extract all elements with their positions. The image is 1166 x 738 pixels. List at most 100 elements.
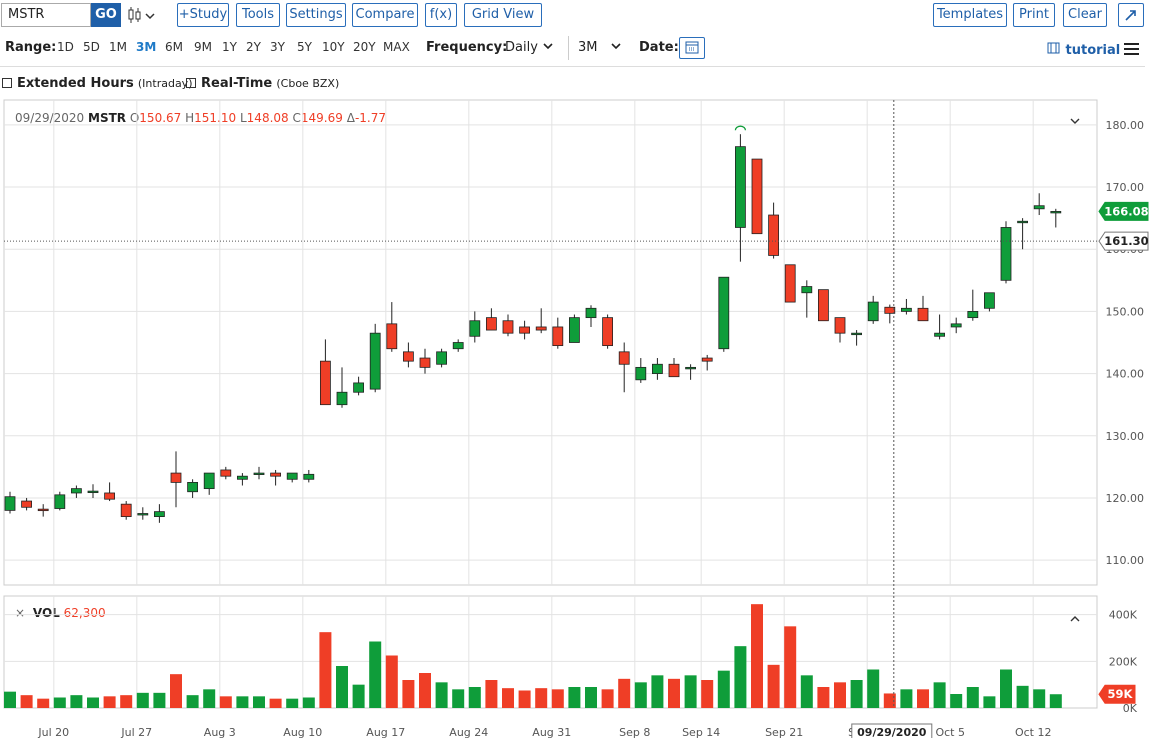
ohlc-legend: 09/29/2020 MSTR O150.67 H151.10 L148.08 … xyxy=(15,111,386,125)
candle-body xyxy=(236,475,248,480)
volume-bar xyxy=(717,670,730,708)
volume-bar xyxy=(651,675,664,708)
candle xyxy=(1000,221,1012,284)
collapse-price-pane-icon[interactable] xyxy=(1068,112,1082,131)
candle xyxy=(768,202,779,259)
candle-body xyxy=(369,332,381,390)
range-3y[interactable]: 3Y xyxy=(270,40,285,54)
candle-body xyxy=(585,307,597,319)
templates-button[interactable]: Templates xyxy=(933,3,1007,27)
range-5y[interactable]: 5Y xyxy=(297,40,312,54)
collapse-volume-pane-icon[interactable] xyxy=(1068,609,1082,628)
range-1y[interactable]: 1Y xyxy=(222,40,237,54)
candle-body xyxy=(187,482,199,493)
candle-body xyxy=(1000,227,1012,281)
candle-body xyxy=(170,472,182,483)
extended-hours-toggle[interactable]: Extended Hours (Intraday) xyxy=(2,76,192,91)
candle xyxy=(502,314,514,337)
candlestick-icon[interactable] xyxy=(127,6,159,24)
range-10y[interactable]: 10Y xyxy=(322,40,345,54)
crosshair-date-text: 09/29/2020 xyxy=(857,726,927,738)
volume-bar xyxy=(336,666,348,708)
high-marker xyxy=(734,125,747,131)
last-volume-badge-text: 59K xyxy=(1108,687,1134,701)
volume-bar xyxy=(917,689,929,708)
volume-bar xyxy=(867,669,880,708)
candle-body xyxy=(1017,220,1028,224)
close-icon[interactable]: × xyxy=(15,606,26,620)
volume-bar xyxy=(369,641,382,708)
go-button[interactable]: GO xyxy=(91,3,121,27)
range-6m[interactable]: 6M xyxy=(165,40,183,54)
volume-bar xyxy=(966,687,979,708)
candle xyxy=(170,451,182,508)
candle-body xyxy=(618,351,630,365)
candle xyxy=(203,472,215,495)
legend-high: 151.10 xyxy=(194,111,237,125)
clear-button[interactable]: Clear xyxy=(1063,3,1107,27)
tutorial-link[interactable]: tutorial xyxy=(1047,42,1120,58)
symbol-input[interactable]: MSTR xyxy=(1,3,91,27)
last-price-badge-shape xyxy=(1098,201,1149,221)
volume-bar xyxy=(551,689,564,708)
candle-body xyxy=(884,306,896,314)
candle xyxy=(751,158,763,235)
volume-bar xyxy=(983,696,996,708)
range-20y[interactable]: 20Y xyxy=(353,40,376,54)
tools-button[interactable]: Tools xyxy=(236,3,280,27)
candle-body xyxy=(386,323,398,350)
tutorial-label: tutorial xyxy=(1065,43,1121,58)
candle xyxy=(784,264,796,303)
volume-bar xyxy=(236,696,249,708)
candle-body xyxy=(1050,211,1062,214)
candle-body xyxy=(967,311,979,319)
range-label: Range: xyxy=(5,40,57,55)
candle-body xyxy=(87,490,99,494)
candle-body xyxy=(37,508,49,512)
checkbox-icon xyxy=(186,78,196,88)
candle xyxy=(187,479,199,498)
candle xyxy=(685,364,696,380)
candle-body xyxy=(502,320,514,334)
price-chart[interactable]: 110.00120.00130.00140.00150.00160.00170.… xyxy=(0,98,1166,738)
range-1m[interactable]: 1M xyxy=(109,40,127,54)
volume-bar xyxy=(734,646,747,708)
date-tick-label: Aug 31 xyxy=(532,726,571,738)
chevron-down-icon xyxy=(611,43,621,50)
candle xyxy=(137,507,149,520)
range-9m[interactable]: 9M xyxy=(194,40,212,54)
candle xyxy=(901,298,912,315)
price-tick-label: 110.00 xyxy=(1106,554,1145,567)
candle xyxy=(851,330,862,346)
candle xyxy=(801,280,813,318)
function-button[interactable]: f(x) xyxy=(425,3,457,27)
period-select[interactable]: 3M xyxy=(578,40,624,55)
menu-icon[interactable] xyxy=(1124,41,1140,60)
range-1d[interactable]: 1D xyxy=(57,40,74,54)
last-price-badge-text: 166.08 xyxy=(1104,204,1148,218)
range-max[interactable]: MAX xyxy=(383,40,410,54)
range-2y[interactable]: 2Y xyxy=(246,40,261,54)
volume-bar xyxy=(618,678,631,708)
study-button[interactable]: +Study xyxy=(177,3,229,27)
settings-button[interactable]: Settings xyxy=(286,3,346,27)
candle xyxy=(950,317,962,334)
print-button[interactable]: Print xyxy=(1013,3,1055,27)
candle-body xyxy=(652,363,663,374)
range-5d[interactable]: 5D xyxy=(83,40,100,54)
candle xyxy=(469,311,481,343)
candle-body xyxy=(917,307,929,322)
last-volume-badge: 59K xyxy=(1098,684,1136,704)
volume-bar xyxy=(87,697,99,708)
calendar-icon[interactable] xyxy=(679,37,705,59)
candle-body xyxy=(153,511,165,518)
grid-view-button[interactable]: Grid View xyxy=(464,3,542,27)
candle xyxy=(253,466,265,480)
volume-bar xyxy=(203,689,216,708)
candle-body xyxy=(319,360,331,406)
compare-button[interactable]: Compare xyxy=(352,3,418,27)
arrow-expand-icon[interactable] xyxy=(1118,3,1144,27)
range-3m[interactable]: 3M xyxy=(136,40,157,54)
real-time-toggle[interactable]: Real-Time (Cboe BZX) xyxy=(186,76,339,91)
frequency-select[interactable]: Daily xyxy=(505,40,554,55)
